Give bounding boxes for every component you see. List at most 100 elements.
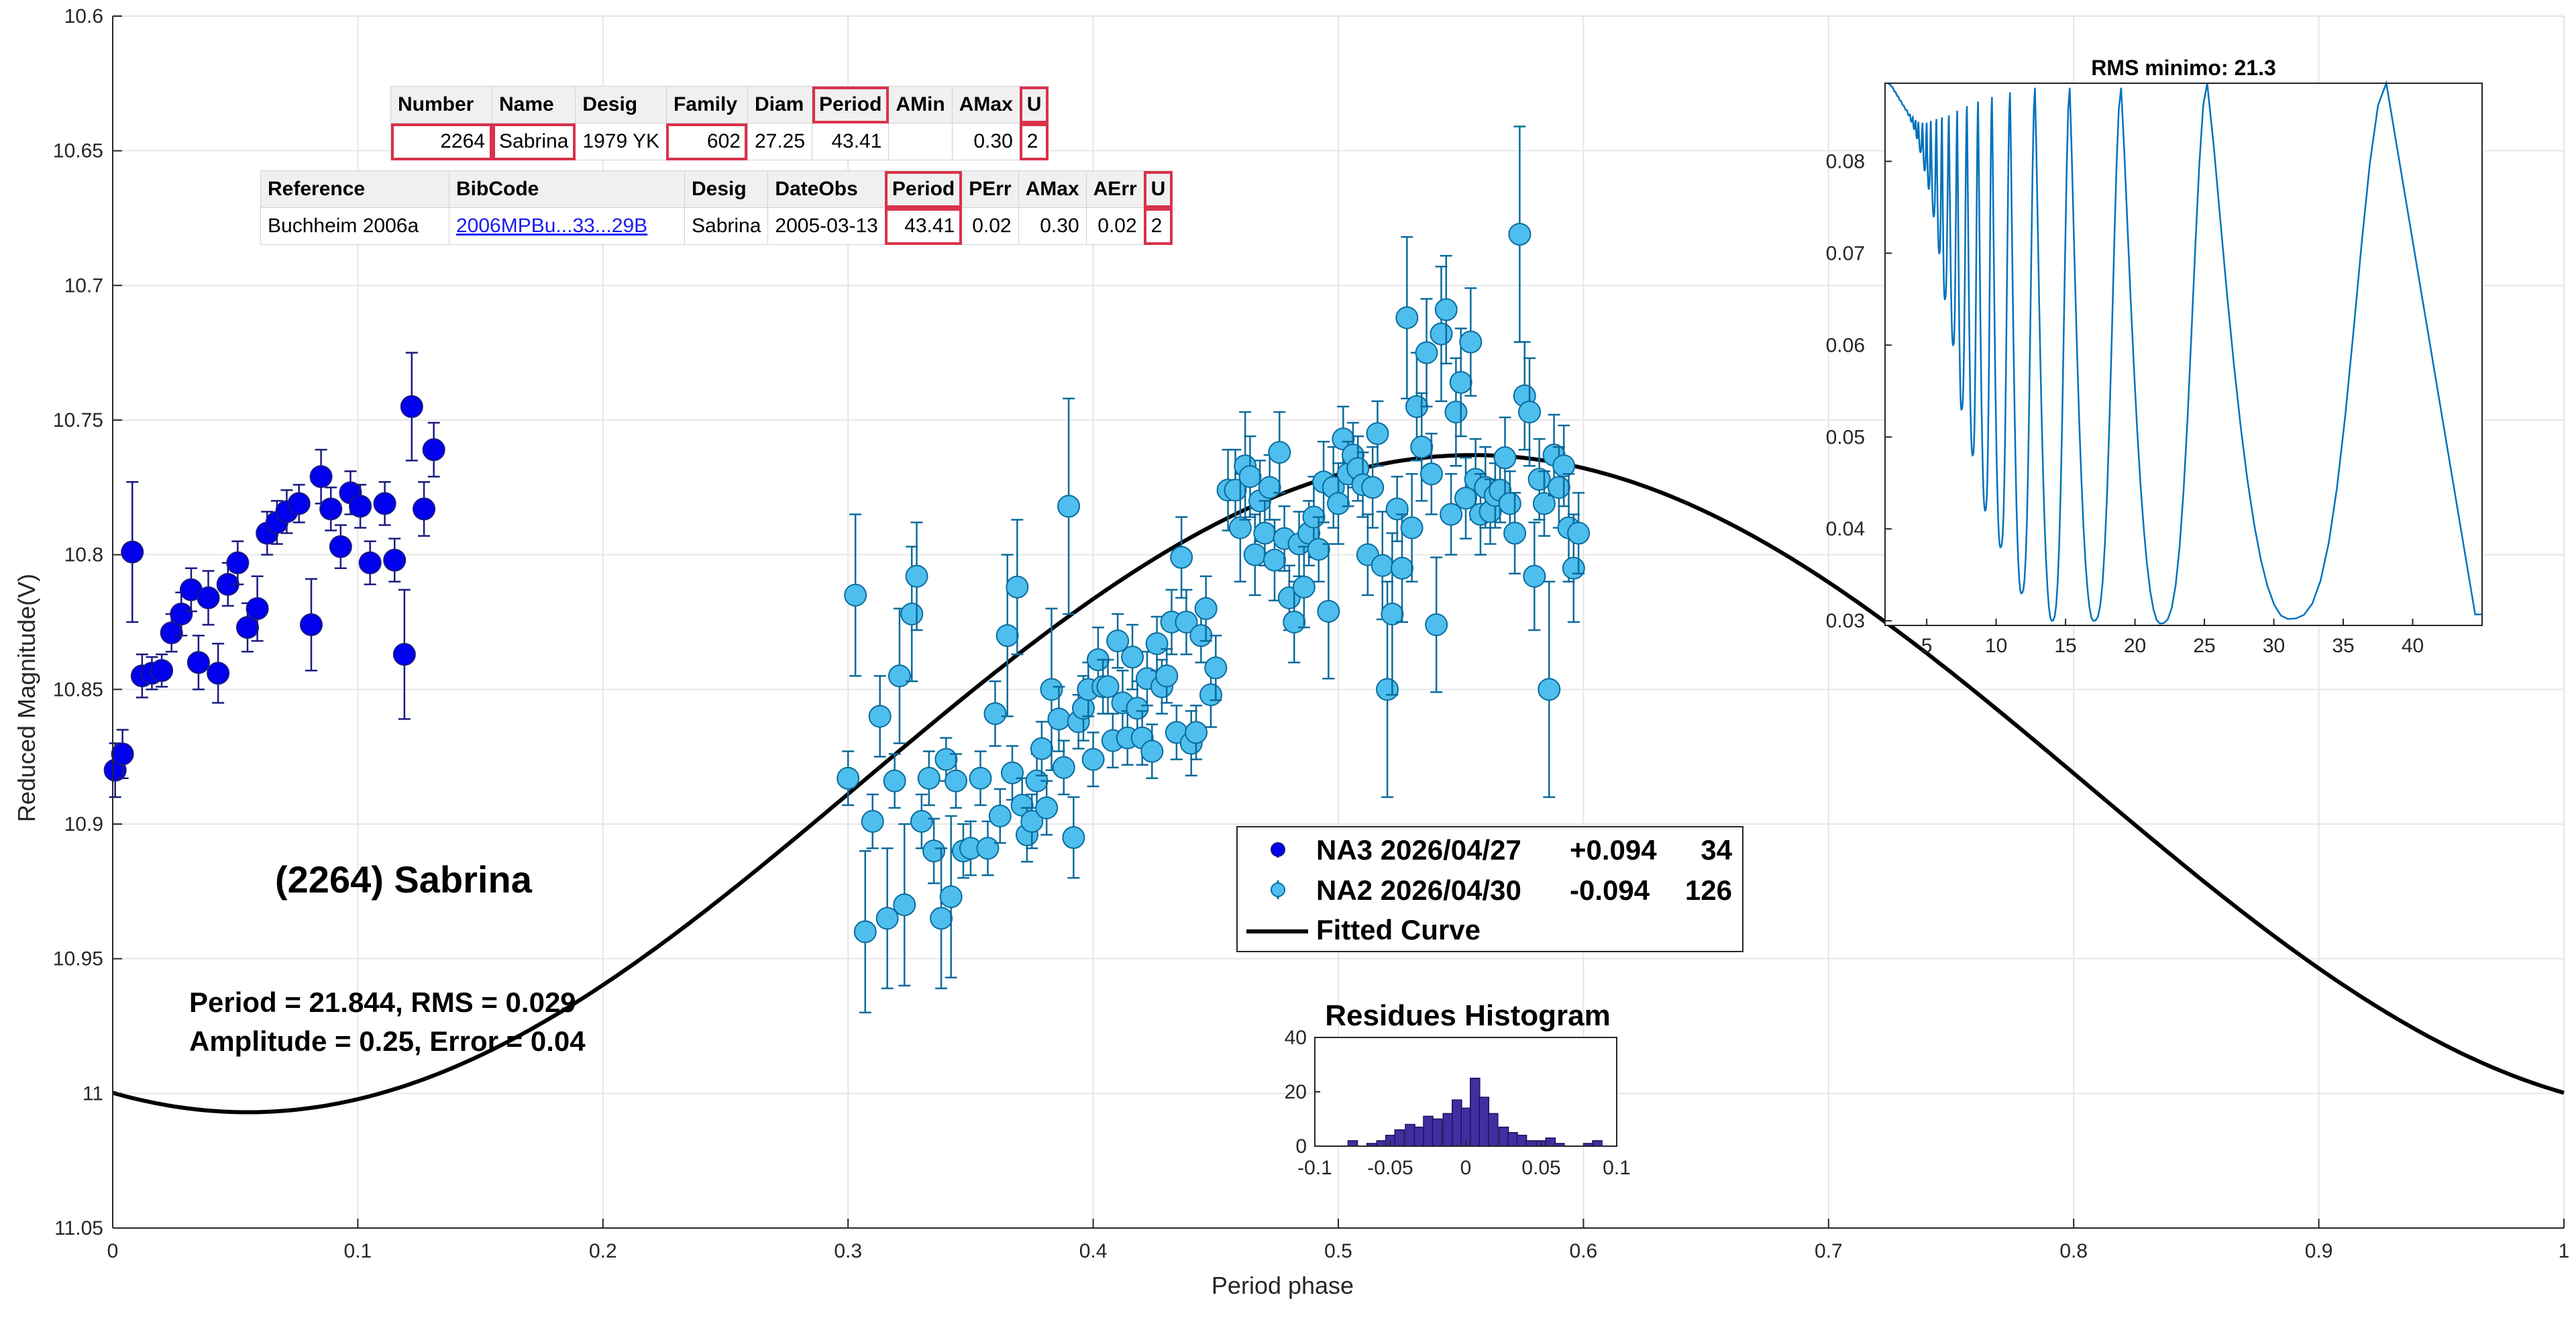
data-point bbox=[883, 753, 906, 809]
data-point bbox=[1140, 723, 1164, 780]
marker bbox=[905, 564, 928, 588]
data-point bbox=[1434, 254, 1458, 364]
marker bbox=[1567, 521, 1591, 545]
data-point bbox=[1425, 556, 1448, 693]
rms-x-tick-label: 20 bbox=[2124, 635, 2146, 657]
hdr-u2: U bbox=[1143, 170, 1173, 208]
hist-frame bbox=[1314, 1037, 1617, 1147]
rms-y-tick-label: 0.07 bbox=[1826, 242, 1865, 264]
histogram-title: Residues Histogram bbox=[1325, 999, 1610, 1032]
data-point bbox=[197, 570, 220, 626]
main-axes: 0 0.1 0.2 0.3 0.4 0.5 0.6 0.7 0.8 0.9 1 10.6 10.65 10… bbox=[53, 5, 2569, 1262]
data-point bbox=[349, 484, 372, 529]
marker bbox=[111, 742, 134, 766]
marker bbox=[422, 438, 445, 462]
hist-bar bbox=[1423, 1115, 1434, 1147]
table-row: 2264 Sabrina 1979 YK 602 27.25 43.41 0.3… bbox=[390, 123, 1049, 160]
marker bbox=[160, 621, 183, 645]
data-point bbox=[922, 817, 946, 884]
marker bbox=[1385, 497, 1409, 521]
data-points bbox=[103, 125, 1591, 1014]
x-tick-label: 0.4 bbox=[1079, 1240, 1108, 1262]
data-point bbox=[1493, 416, 1517, 499]
marker bbox=[1140, 740, 1164, 763]
rms-x-tick-label: 40 bbox=[2402, 635, 2424, 657]
data-point bbox=[422, 421, 445, 478]
data-point bbox=[1440, 473, 1463, 556]
histogram-axes: -0.1 -0.05 0 0.05 0.1 0 20 40 bbox=[1285, 1027, 1631, 1179]
marker bbox=[1121, 646, 1144, 669]
hist-bar bbox=[1470, 1078, 1481, 1147]
legend-entry-na3: NA3 2026/04/27 +0.094 34 bbox=[1271, 834, 1733, 866]
data-point bbox=[959, 820, 982, 876]
cell-amin bbox=[888, 123, 953, 160]
data-point bbox=[1106, 613, 1130, 669]
data-point bbox=[868, 675, 892, 758]
marker bbox=[1185, 721, 1208, 744]
data-point bbox=[844, 513, 867, 677]
hdr-aerr: AErr bbox=[1085, 170, 1144, 208]
data-point bbox=[875, 847, 899, 990]
cell-reference: Buchheim 2006a bbox=[260, 207, 449, 245]
hist-bar bbox=[1592, 1140, 1603, 1147]
marker bbox=[1449, 370, 1472, 394]
marker bbox=[1155, 664, 1179, 688]
data-point bbox=[917, 750, 941, 807]
data-point bbox=[160, 613, 183, 653]
hdr-amax2: AMax bbox=[1018, 170, 1087, 208]
cell-u2: 2 bbox=[1143, 207, 1173, 245]
rms-title: RMS minimo: 21.3 bbox=[2091, 56, 2276, 80]
rms-axes: 5 10 15 20 25 30 35 40 0.03 0.04 0.05 0.06 0.07 0.08 bbox=[1826, 83, 2483, 657]
y-tick-label: 10.8 bbox=[64, 544, 103, 566]
hdr-desig2: Desig bbox=[684, 170, 769, 208]
hdr-reference: Reference bbox=[260, 170, 449, 208]
data-point bbox=[988, 788, 1012, 844]
marker bbox=[1263, 548, 1286, 572]
x-tick-label: 0.7 bbox=[1815, 1240, 1843, 1262]
hist-x-tick-label: 0 bbox=[1460, 1157, 1472, 1179]
marker bbox=[170, 602, 193, 625]
marker bbox=[1145, 632, 1169, 656]
hist-bar bbox=[1442, 1113, 1454, 1147]
data-point bbox=[944, 753, 967, 809]
data-point bbox=[383, 538, 407, 583]
marker bbox=[1194, 597, 1218, 620]
cell-period2: 43.41 bbox=[884, 207, 963, 245]
marker bbox=[1199, 683, 1222, 707]
bibcode-link[interactable]: 2006MPBu...33...29B bbox=[456, 215, 648, 237]
marker bbox=[1292, 575, 1316, 599]
marker bbox=[1253, 521, 1277, 545]
data-point bbox=[969, 750, 992, 807]
marker bbox=[1562, 556, 1585, 580]
data-point bbox=[1361, 446, 1385, 529]
data-point bbox=[226, 540, 250, 586]
reference-table: Reference BibCode Desig DateObs Period P… bbox=[260, 170, 1173, 245]
marker bbox=[1381, 602, 1404, 625]
data-point bbox=[1292, 546, 1316, 629]
data-point bbox=[1567, 492, 1591, 575]
hdr-desig: Desig bbox=[575, 86, 667, 123]
data-point bbox=[1020, 793, 1044, 850]
marker bbox=[1552, 454, 1576, 478]
cell-bibcode[interactable]: 2006MPBu...33...29B bbox=[449, 207, 685, 245]
marker bbox=[1547, 476, 1570, 499]
marker bbox=[1376, 678, 1399, 701]
marker bbox=[373, 492, 396, 515]
data-point bbox=[1366, 400, 1389, 467]
hist-x-tick-label: 0.05 bbox=[1521, 1157, 1560, 1179]
hist-x-tick-label: -0.05 bbox=[1367, 1157, 1413, 1179]
marker bbox=[1317, 599, 1340, 623]
marker bbox=[1538, 678, 1561, 701]
cell-aerr: 0.02 bbox=[1085, 207, 1144, 245]
hdr-family: Family bbox=[665, 86, 748, 123]
marker bbox=[969, 766, 992, 790]
data-point bbox=[1400, 473, 1424, 583]
marker bbox=[1459, 330, 1483, 354]
data-point bbox=[1057, 397, 1081, 615]
data-point bbox=[1532, 470, 1556, 537]
rms-x-tick-label: 15 bbox=[2054, 635, 2076, 657]
data-point bbox=[976, 820, 1000, 876]
data-point bbox=[1459, 287, 1483, 397]
marker bbox=[1410, 436, 1434, 459]
marker bbox=[883, 769, 906, 793]
